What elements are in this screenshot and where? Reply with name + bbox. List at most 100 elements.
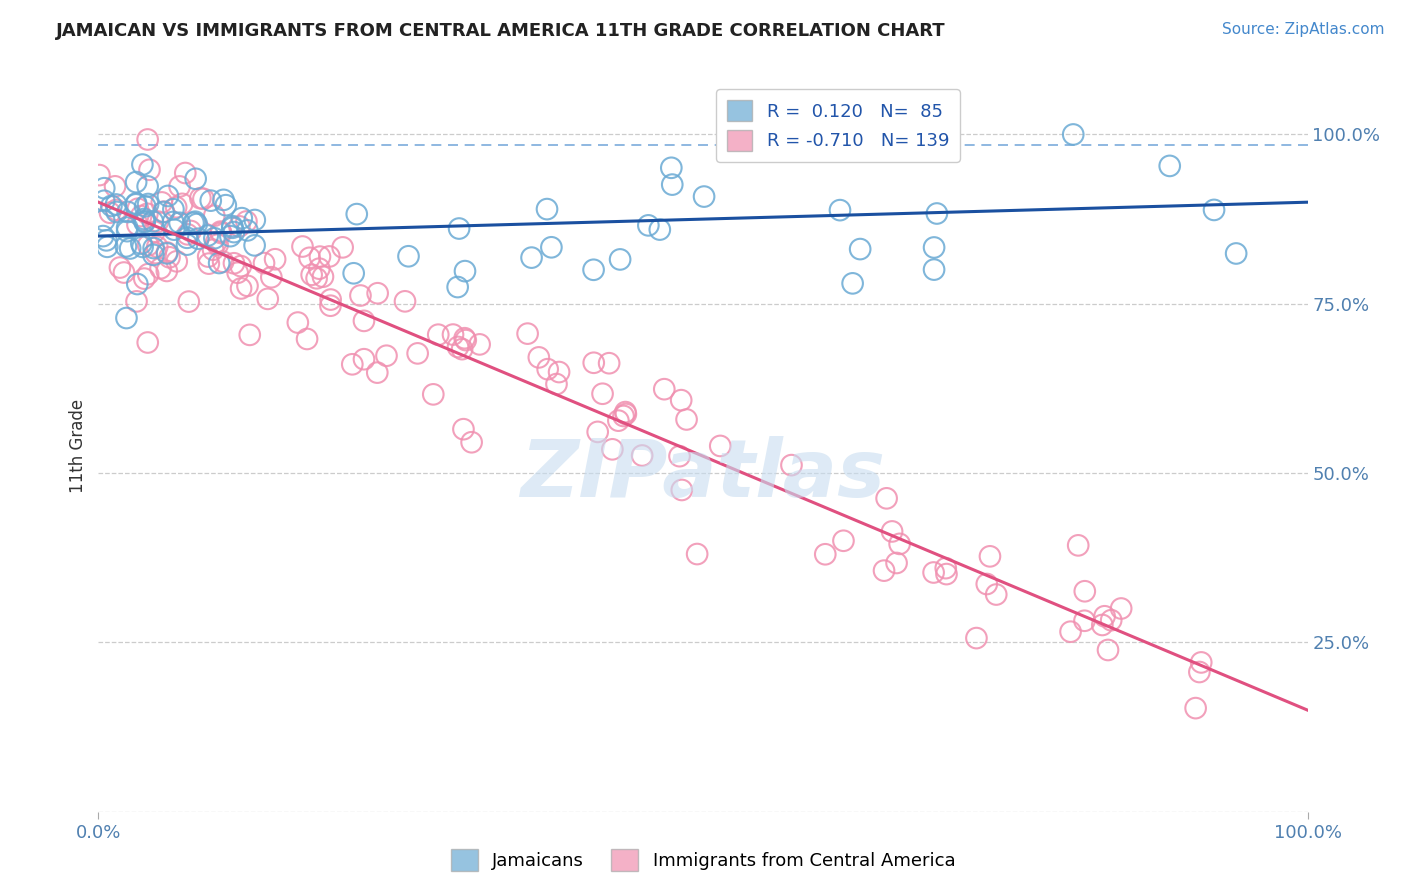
Point bbox=[152, 205, 174, 219]
Point bbox=[127, 218, 149, 232]
Point bbox=[841, 277, 863, 291]
Point bbox=[166, 254, 188, 268]
Point bbox=[828, 203, 851, 218]
Point bbox=[125, 294, 148, 309]
Point bbox=[592, 386, 614, 401]
Point bbox=[131, 240, 153, 254]
Point bbox=[669, 393, 692, 408]
Point bbox=[197, 250, 219, 264]
Point bbox=[925, 206, 948, 220]
Point bbox=[202, 231, 225, 245]
Point bbox=[134, 211, 156, 226]
Point bbox=[136, 207, 159, 221]
Point bbox=[614, 405, 637, 419]
Point bbox=[176, 227, 198, 242]
Point bbox=[671, 483, 693, 497]
Point bbox=[1074, 584, 1097, 599]
Point bbox=[146, 240, 169, 254]
Point bbox=[520, 251, 543, 265]
Point bbox=[295, 332, 318, 346]
Point bbox=[976, 577, 998, 591]
Point bbox=[200, 194, 222, 208]
Point bbox=[136, 335, 159, 350]
Point bbox=[91, 229, 114, 244]
Point bbox=[134, 271, 156, 285]
Point bbox=[260, 270, 283, 285]
Point bbox=[117, 205, 139, 219]
Point bbox=[319, 299, 342, 313]
Point bbox=[986, 588, 1008, 602]
Point bbox=[353, 314, 375, 328]
Point bbox=[146, 214, 169, 228]
Point bbox=[183, 216, 205, 230]
Point bbox=[309, 250, 332, 264]
Point bbox=[202, 243, 225, 257]
Point bbox=[253, 256, 276, 270]
Point bbox=[96, 233, 118, 247]
Point bbox=[221, 220, 243, 235]
Point bbox=[375, 349, 398, 363]
Point bbox=[675, 412, 697, 426]
Point bbox=[236, 223, 259, 237]
Point bbox=[586, 425, 609, 439]
Point bbox=[198, 257, 221, 271]
Point bbox=[156, 264, 179, 278]
Point bbox=[221, 219, 243, 234]
Point bbox=[454, 264, 477, 278]
Point bbox=[291, 239, 314, 253]
Point bbox=[226, 266, 249, 280]
Point bbox=[1099, 613, 1122, 627]
Point bbox=[451, 342, 474, 356]
Point bbox=[1067, 538, 1090, 552]
Point bbox=[156, 246, 179, 260]
Point bbox=[231, 211, 253, 226]
Point bbox=[1184, 701, 1206, 715]
Point bbox=[1091, 618, 1114, 632]
Point bbox=[169, 179, 191, 194]
Point bbox=[922, 240, 945, 254]
Point bbox=[298, 251, 321, 265]
Point bbox=[184, 171, 207, 186]
Point bbox=[222, 225, 245, 239]
Point bbox=[105, 205, 128, 219]
Point bbox=[180, 224, 202, 238]
Point bbox=[162, 215, 184, 229]
Point bbox=[661, 178, 683, 192]
Point bbox=[422, 387, 444, 401]
Point bbox=[105, 202, 128, 217]
Point bbox=[100, 199, 122, 213]
Point bbox=[208, 256, 231, 270]
Point bbox=[207, 237, 229, 252]
Point bbox=[446, 280, 468, 294]
Legend: Jamaicans, Immigrants from Central America: Jamaicans, Immigrants from Central Ameri… bbox=[443, 842, 963, 879]
Y-axis label: 11th Grade: 11th Grade bbox=[69, 399, 87, 493]
Point bbox=[150, 195, 173, 210]
Point bbox=[609, 252, 631, 267]
Point bbox=[1189, 656, 1212, 670]
Point bbox=[193, 192, 215, 206]
Point bbox=[134, 214, 156, 228]
Point bbox=[935, 561, 957, 575]
Point bbox=[115, 220, 138, 235]
Point bbox=[256, 292, 278, 306]
Point bbox=[318, 249, 340, 263]
Point bbox=[876, 491, 898, 506]
Point bbox=[668, 449, 690, 463]
Point bbox=[979, 549, 1001, 564]
Point bbox=[631, 449, 654, 463]
Point bbox=[308, 261, 330, 276]
Point bbox=[922, 566, 945, 580]
Point bbox=[454, 333, 477, 347]
Point bbox=[190, 191, 212, 205]
Point bbox=[922, 262, 945, 277]
Point bbox=[89, 168, 111, 182]
Text: JAMAICAN VS IMMIGRANTS FROM CENTRAL AMERICA 11TH GRADE CORRELATION CHART: JAMAICAN VS IMMIGRANTS FROM CENTRAL AMER… bbox=[56, 22, 946, 40]
Point bbox=[136, 267, 159, 281]
Legend: R =  0.120   N=  85, R = -0.710   N= 139: R = 0.120 N= 85, R = -0.710 N= 139 bbox=[716, 89, 960, 161]
Point bbox=[202, 209, 225, 223]
Point bbox=[145, 246, 167, 260]
Point bbox=[814, 547, 837, 561]
Point bbox=[127, 202, 149, 216]
Point bbox=[136, 179, 159, 194]
Point bbox=[537, 362, 560, 376]
